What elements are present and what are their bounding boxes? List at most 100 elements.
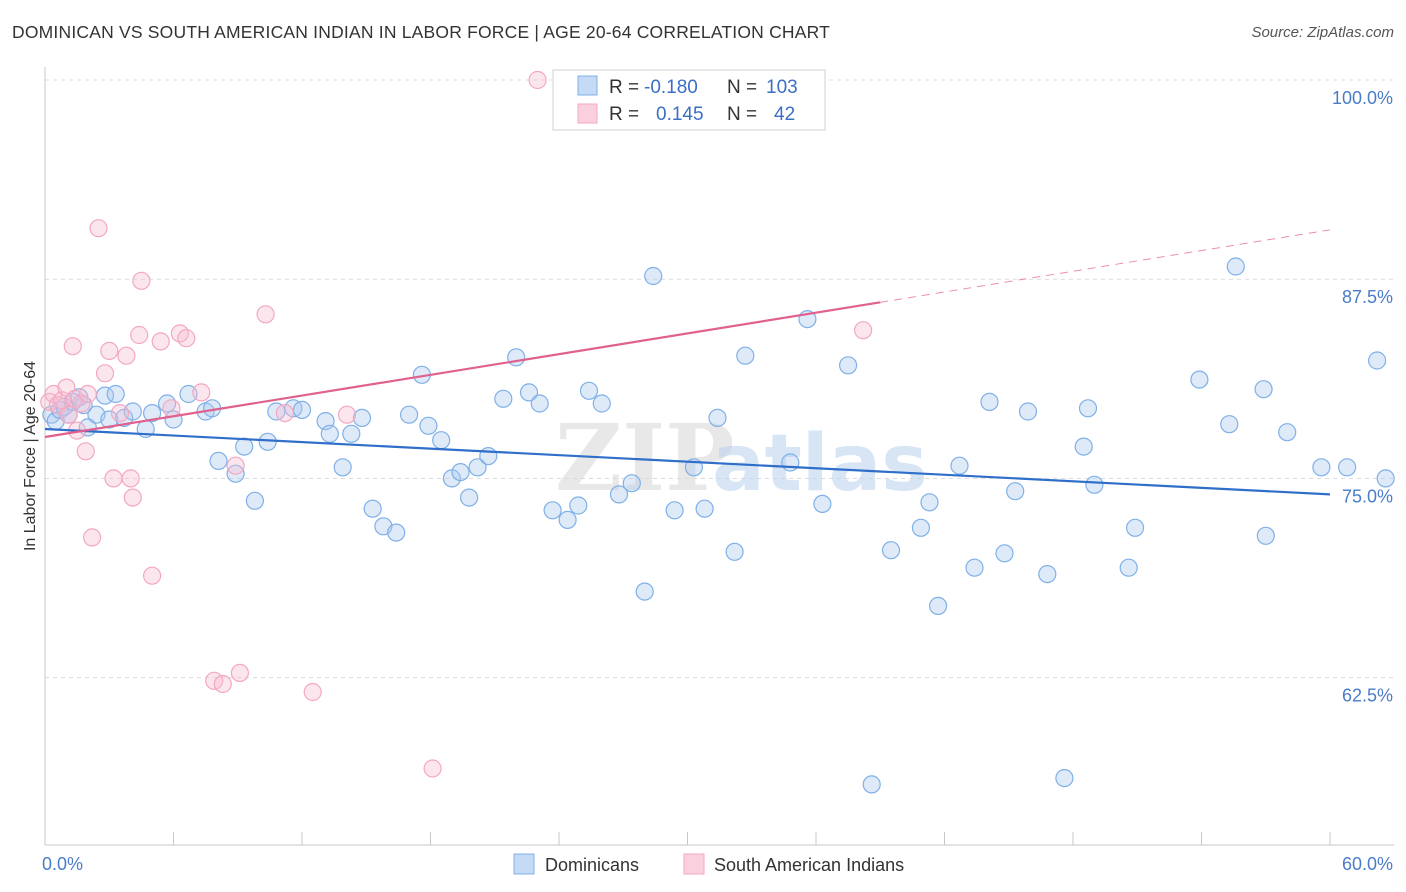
south-american-indians-point-5 [59,405,78,424]
south-american-indians-point-27 [177,329,196,348]
dominicans-point-84 [1074,437,1093,456]
dominicans-point-91 [1226,257,1245,276]
x-tick-label-max: 60.0% [1342,854,1393,874]
dominicans-point-45 [468,458,487,477]
watermark-zip: ZIP [555,404,734,512]
dominicans-point-57 [622,474,641,493]
chart-title: DOMINICAN VS SOUTH AMERICAN INDIAN IN LA… [12,22,831,42]
south-american-indians-point-9 [72,394,91,413]
south-american-indians-point-15 [100,341,119,360]
dominicans-point-22 [209,451,228,470]
south-american-indians-point-23 [143,566,162,585]
south-american-indians-trend-line [44,301,881,439]
dominicans-point-29 [292,400,312,419]
south-american-indians-point-34 [275,404,294,423]
dominicans-point-47 [494,389,513,408]
dominicans-point-64 [725,542,744,561]
legend-n-label-dominicans: N = [727,77,757,98]
dominicans-point-76 [950,456,969,475]
dominicans-point-51 [543,501,562,520]
dominicans-point-54 [579,381,599,400]
dominicans-point-70 [838,356,858,375]
south-american-indians-point-12 [82,528,102,547]
south-american-indians-point-19 [121,469,140,488]
y-axis-label: In Labor Force | Age 20-64 [22,361,39,551]
south-american-indians-point-37 [423,759,442,778]
dominicans-point-96 [1337,458,1357,477]
south-american-indians-point-11 [78,384,97,404]
dominicans-point-56 [609,485,629,504]
dominicans-point-44 [460,488,479,507]
south-american-indians-points [40,70,873,778]
dominicans-point-12 [106,384,125,404]
dominicans-point-77 [965,558,984,577]
y-tick-label-3: 100.0% [1332,88,1393,108]
dominicans-point-97 [1367,351,1387,370]
dominicans-point-88 [1125,518,1145,537]
dominicans-trend-line [44,427,1331,496]
dominicans-point-40 [419,416,438,435]
stats-legend-box [552,69,826,131]
y-tick-label-0: 62.5% [1342,686,1393,706]
dominicans-point-92 [1254,380,1273,399]
legend-swatch-south-american-indians [577,103,598,124]
dominicans-point-43 [451,463,470,482]
south-american-indians-point-38 [528,70,547,90]
dominicans-point-85 [1078,399,1098,418]
dominicans-point-90 [1220,415,1239,434]
dominicans-point-74 [920,493,939,512]
dominicans-point-87 [1119,558,1138,577]
stats-legend: R = -0.180 N = 103 R = 0.145 N = 42 [552,69,826,131]
dominicans-point-58 [635,582,654,601]
dominicans-point-69 [813,494,832,513]
south-american-indians-point-16 [104,469,123,488]
bottom-legend-swatch-south-american-indians [683,853,705,875]
chart-source: Source: ZipAtlas.com [1251,24,1394,41]
dominicans-point-67 [781,453,800,472]
dominicans-point-62 [695,499,714,518]
dominicans-point-34 [352,408,372,427]
south-american-indians-point-20 [123,488,142,507]
dominicans-point-63 [708,408,727,427]
dominicans-point-95 [1312,458,1331,477]
south-american-indians-point-17 [110,404,130,423]
south-american-indians-point-13 [89,219,108,238]
dominicans-point-32 [333,458,352,477]
south-american-indians-point-33 [256,305,275,324]
dominicans-point-73 [911,518,931,537]
dominicans-point-53 [569,496,588,515]
dominicans-point-41 [432,431,451,450]
dominicans-point-49 [519,383,539,402]
south-american-indians-point-21 [130,325,149,345]
dominicans-point-35 [363,499,382,518]
dominicans-point-33 [342,424,361,443]
dominicans-point-37 [387,523,406,542]
legend-swatch-dominicans [577,75,598,96]
trend-lines [44,229,1331,496]
dominicans-point-71 [862,775,881,794]
south-american-indians-trend-line-extension [880,229,1331,303]
south-american-indians-point-31 [226,456,245,475]
bottom-legend-label-south-american-indians: South American Indians [714,855,904,875]
dominicans-point-11 [100,410,119,429]
y-tick-labels: 62.5% 75.0% 87.5% 100.0% [1332,88,1393,706]
dominicans-point-83 [1055,768,1074,788]
series-legend: Dominicans South American Indians [513,853,904,875]
south-american-indians-point-6 [63,337,82,356]
dominicans-point-94 [1278,423,1297,442]
legend-n-value-dominicans: 103 [766,77,798,98]
south-american-indians-point-35 [303,682,322,702]
south-american-indians-point-14 [95,364,115,383]
dominicans-point-24 [235,437,254,456]
y-tick-label-2: 87.5% [1342,287,1393,307]
dominicans-point-31 [320,424,339,443]
south-american-indians-point-25 [162,399,181,418]
legend-r-value-dominicans: -0.180 [644,77,698,98]
south-american-indians-point-32 [230,663,249,683]
south-american-indians-point-36 [337,405,357,424]
dominicans-point-72 [881,541,901,560]
dominicans-point-60 [665,501,684,520]
x-tick-label-min: 0.0% [42,854,83,874]
dominicans-point-65 [736,346,755,365]
